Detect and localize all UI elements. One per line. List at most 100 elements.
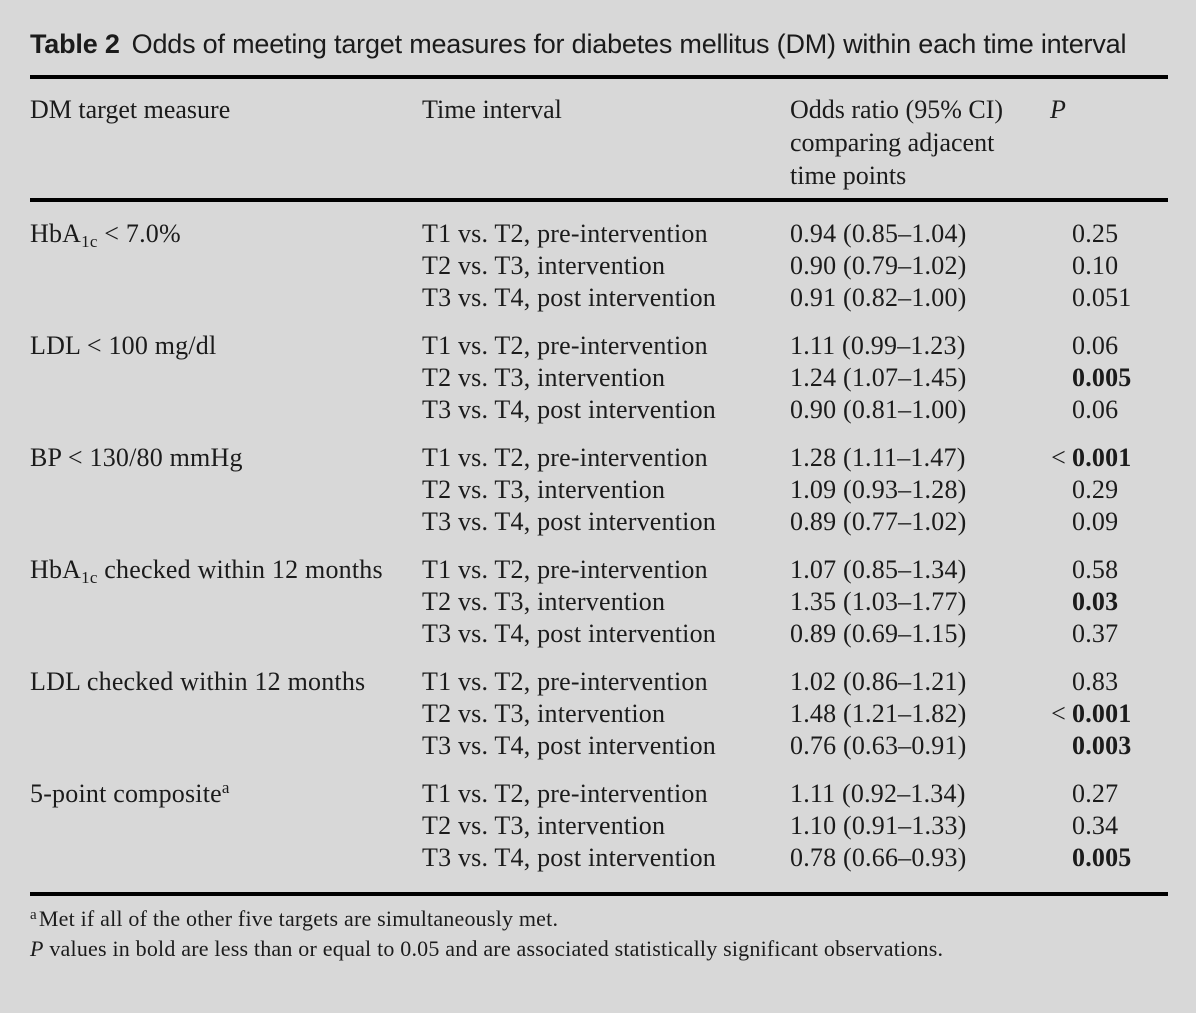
interval-cell: T1 vs. T2, pre-intervention: [422, 331, 708, 360]
p-value-cell: 0.58: [1040, 554, 1168, 586]
column-header-measure: DM target measure: [30, 95, 231, 124]
p-value: 0.06: [1072, 395, 1119, 424]
p-less-than-sign: [1040, 250, 1066, 282]
interval-cell: T3 vs. T4, post intervention: [422, 283, 716, 312]
p-value-cell: 0.34: [1040, 810, 1168, 842]
p-value-cell: 0.83: [1040, 666, 1168, 698]
p-value: 0.25: [1072, 219, 1119, 248]
p-value-cell: 0.003: [1040, 730, 1168, 762]
p-value: 0.003: [1072, 731, 1132, 760]
interval-cell: T2 vs. T3, intervention: [422, 251, 666, 280]
footnote-a-marker: a: [30, 907, 37, 923]
p-value: 0.005: [1072, 363, 1132, 392]
interval-cell: T2 vs. T3, intervention: [422, 699, 666, 728]
p-less-than-sign: [1040, 282, 1066, 314]
footnote-marker-a: a: [221, 778, 230, 797]
table-row: T3 vs. T4, post intervention 0.76 (0.63–…: [422, 730, 1168, 762]
p-value: 0.27: [1072, 779, 1119, 808]
interval-cell: T1 vs. T2, pre-intervention: [422, 555, 708, 584]
table-row: T2 vs. T3, intervention 1.48 (1.21–1.82)…: [422, 698, 1168, 730]
p-value: 0.34: [1072, 811, 1119, 840]
p-less-than-sign: [1040, 586, 1066, 618]
interval-cell: T3 vs. T4, post intervention: [422, 619, 716, 648]
p-less-than-sign: [1040, 810, 1066, 842]
interval-cell: T3 vs. T4, post intervention: [422, 843, 716, 872]
p-value-cell: <0.001: [1040, 442, 1168, 474]
odds-ratio-cell: 0.91 (0.82–1.00): [790, 283, 967, 312]
table-row: T3 vs. T4, post intervention 0.89 (0.77–…: [422, 506, 1168, 538]
table-row: T1 vs. T2, pre-intervention 0.94 (0.85–1…: [422, 218, 1168, 250]
odds-ratio-cell: 1.28 (1.11–1.47): [790, 443, 966, 472]
p-value: 0.001: [1072, 699, 1132, 728]
table-body: HbA1c < 7.0% T1 vs. T2, pre-intervention…: [30, 218, 1168, 874]
p-value-cell: 0.005: [1040, 362, 1168, 394]
measure-group-hba1c-checked: HbA1c checked within 12 months T1 vs. T2…: [30, 554, 1168, 650]
table-row: T1 vs. T2, pre-intervention 1.28 (1.11–1…: [422, 442, 1168, 474]
odds-ratio-cell: 1.02 (0.86–1.21): [790, 667, 967, 696]
p-value: 0.58: [1072, 555, 1119, 584]
table-row: T1 vs. T2, pre-intervention 1.11 (0.92–1…: [422, 778, 1168, 810]
interval-cell: T1 vs. T2, pre-intervention: [422, 667, 708, 696]
odds-ratio-cell: 0.89 (0.69–1.15): [790, 619, 967, 648]
table-row: T2 vs. T3, intervention 1.09 (0.93–1.28)…: [422, 474, 1168, 506]
interval-cell: T3 vs. T4, post intervention: [422, 395, 716, 424]
p-less-than-sign: <: [1051, 443, 1066, 472]
p-less-than-sign: [1040, 394, 1066, 426]
table-row: T3 vs. T4, post intervention 0.91 (0.82–…: [422, 282, 1168, 314]
p-value-cell: 0.051: [1040, 282, 1168, 314]
table-row: T2 vs. T3, intervention 0.90 (0.79–1.02)…: [422, 250, 1168, 282]
p-value: 0.09: [1072, 507, 1119, 536]
table-row: T3 vs. T4, post intervention 0.89 (0.69–…: [422, 618, 1168, 650]
column-header-interval: Time interval: [422, 95, 562, 124]
p-value-cell: 0.10: [1040, 250, 1168, 282]
odds-ratio-cell: 0.89 (0.77–1.02): [790, 507, 967, 536]
odds-ratio-cell: 0.78 (0.66–0.93): [790, 843, 967, 872]
odds-ratio-cell: 1.24 (1.07–1.45): [790, 363, 967, 392]
table-footnotes: aMet if all of the other five targets ar…: [30, 904, 1168, 964]
measure-group-ldl-checked: LDL checked within 12 months T1 vs. T2, …: [30, 666, 1168, 762]
odds-ratio-cell: 1.48 (1.21–1.82): [790, 699, 967, 728]
interval-cell: T3 vs. T4, post intervention: [422, 731, 716, 760]
table-row: T1 vs. T2, pre-intervention 1.07 (0.85–1…: [422, 554, 1168, 586]
p-less-than-sign: [1040, 506, 1066, 538]
p-less-than-sign: [1040, 666, 1066, 698]
table-header-row: DM target measure Time interval Odds rat…: [30, 93, 1168, 192]
odds-ratio-cell: 1.07 (0.85–1.34): [790, 555, 967, 584]
measure-group-bp-target: BP < 130/80 mmHg T1 vs. T2, pre-interven…: [30, 442, 1168, 538]
divider-bottom: [30, 892, 1168, 896]
p-less-than-sign: <: [1051, 699, 1066, 728]
odds-ratio-cell: 1.11 (0.92–1.34): [790, 779, 966, 808]
p-less-than-sign: [1040, 330, 1066, 362]
table-row: T3 vs. T4, post intervention 0.78 (0.66–…: [422, 842, 1168, 874]
p-value-cell: 0.09: [1040, 506, 1168, 538]
p-value: 0.051: [1072, 283, 1132, 312]
p-value: 0.83: [1072, 667, 1119, 696]
p-less-than-sign: [1040, 362, 1066, 394]
measure-label: LDL < 100 mg/dl: [30, 331, 217, 360]
paper-table-figure: Table 2 Odds of meeting target measures f…: [30, 26, 1168, 964]
divider-top: [30, 75, 1168, 79]
footnote-a: aMet if all of the other five targets ar…: [30, 906, 559, 931]
interval-cell: T2 vs. T3, intervention: [422, 587, 666, 616]
table-caption: Odds of meeting target measures for diab…: [131, 29, 1127, 59]
p-value: 0.03: [1072, 587, 1119, 616]
measure-label: BP < 130/80 mmHg: [30, 443, 243, 472]
divider-header: [30, 198, 1168, 202]
p-less-than-sign: [1040, 474, 1066, 506]
interval-cell: T3 vs. T4, post intervention: [422, 507, 716, 536]
table-title: Table 2 Odds of meeting target measures f…: [30, 26, 1130, 63]
odds-ratio-cell: 1.10 (0.91–1.33): [790, 811, 967, 840]
measure-group-ldl-target: LDL < 100 mg/dl T1 vs. T2, pre-intervent…: [30, 330, 1168, 426]
measure-label: HbA1c checked within 12 months: [30, 555, 383, 587]
table-row: T2 vs. T3, intervention 1.35 (1.03–1.77)…: [422, 586, 1168, 618]
p-value: 0.29: [1072, 475, 1119, 504]
table-row: T3 vs. T4, post intervention 0.90 (0.81–…: [422, 394, 1168, 426]
p-value: 0.06: [1072, 331, 1119, 360]
odds-ratio-cell: 0.76 (0.63–0.91): [790, 731, 967, 760]
column-header-odds-ratio: Odds ratio (95% CI) comparing adjacent t…: [790, 95, 1004, 190]
odds-ratio-cell: 1.09 (0.93–1.28): [790, 475, 967, 504]
interval-cell: T1 vs. T2, pre-intervention: [422, 443, 708, 472]
measure-label: LDL checked within 12 months: [30, 667, 366, 696]
p-value-cell: 0.005: [1040, 842, 1168, 874]
measure-group-composite: 5-point compositea T1 vs. T2, pre-interv…: [30, 778, 1168, 874]
